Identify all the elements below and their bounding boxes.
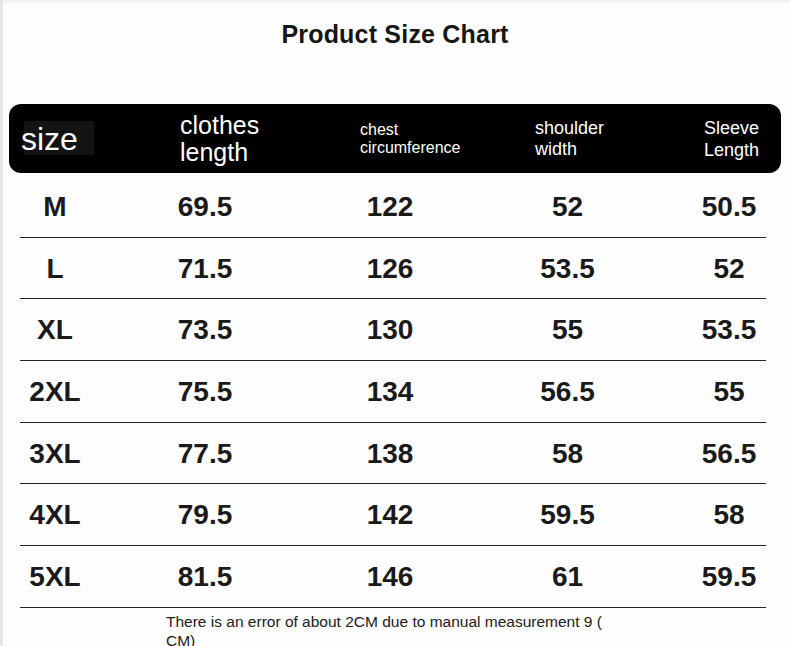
header-cell-clothes-length: clothes length — [180, 104, 259, 173]
chest-circumference-value: 130 — [300, 314, 480, 346]
header-line: length — [180, 139, 259, 166]
shoulder-width-value: 59.5 — [480, 499, 655, 531]
clothes-length-value: 69.5 — [110, 191, 300, 223]
size-label: L — [0, 253, 110, 285]
table-row: M 69.5 122 52 50.5 — [0, 176, 790, 238]
table-row: 3XL 77.5 138 58 56.5 — [0, 423, 790, 485]
clothes-length-value: 79.5 — [110, 499, 300, 531]
header-line: shoulder — [535, 118, 604, 139]
header-line: clothes — [180, 112, 259, 139]
clothes-length-value: 73.5 — [110, 314, 300, 346]
size-label: XL — [0, 314, 110, 346]
sleeve-length-value: 50.5 — [655, 191, 790, 223]
header-cell-chest-circumference: chest circumference — [360, 104, 460, 173]
measurement-note-line: CM) — [166, 631, 602, 646]
sleeve-length-value: 52 — [655, 253, 790, 285]
clothes-length-value: 81.5 — [110, 561, 300, 593]
header-line: size — [21, 121, 78, 157]
measurement-note: There is an error of about 2CM due to ma… — [166, 612, 602, 646]
page-title: Product Size Chart — [0, 20, 790, 49]
sleeve-length-value: 55 — [655, 376, 790, 408]
size-label: M — [0, 191, 110, 223]
table-row: L 71.5 126 53.5 52 — [0, 238, 790, 300]
table-row: 4XL 79.5 142 59.5 58 — [0, 484, 790, 546]
chest-circumference-value: 142 — [300, 499, 480, 531]
table-row: XL 73.5 130 55 53.5 — [0, 299, 790, 361]
header-line: Length — [704, 139, 759, 161]
top-edge-shade — [0, 0, 790, 3]
header-cell-sleeve-length: Sleeve Length — [704, 104, 759, 173]
header-line: chest — [360, 121, 460, 139]
table-row: 5XL 81.5 146 61 59.5 — [0, 546, 790, 608]
sleeve-length-value: 59.5 — [655, 561, 790, 593]
size-label: 2XL — [0, 376, 110, 408]
size-label: 5XL — [0, 561, 110, 593]
shoulder-width-value: 52 — [480, 191, 655, 223]
size-label: 4XL — [0, 499, 110, 531]
header-line: circumference — [360, 139, 460, 157]
header-cell-shoulder-width: shoulder width — [535, 104, 604, 173]
size-label: 3XL — [0, 438, 110, 470]
clothes-length-value: 77.5 — [110, 438, 300, 470]
shoulder-width-value: 61 — [480, 561, 655, 593]
chest-circumference-value: 122 — [300, 191, 480, 223]
chest-circumference-value: 126 — [300, 253, 480, 285]
header-line: Sleeve — [704, 117, 759, 139]
size-chart-page: Product Size Chart size clothes length c… — [0, 0, 790, 646]
shoulder-width-value: 53.5 — [480, 253, 655, 285]
header-line: width — [535, 139, 604, 160]
shoulder-width-value: 56.5 — [480, 376, 655, 408]
chest-circumference-value: 134 — [300, 376, 480, 408]
chest-circumference-value: 138 — [300, 438, 480, 470]
measurement-note-line: There is an error of about 2CM due to ma… — [166, 612, 602, 631]
table-header: size clothes length chest circumference … — [9, 104, 781, 173]
sleeve-length-value: 58 — [655, 499, 790, 531]
clothes-length-value: 71.5 — [110, 253, 300, 285]
table-row: 2XL 75.5 134 56.5 55 — [0, 361, 790, 423]
shoulder-width-value: 55 — [480, 314, 655, 346]
shoulder-width-value: 58 — [480, 438, 655, 470]
chest-circumference-value: 146 — [300, 561, 480, 593]
header-cell-size: size — [21, 104, 78, 173]
table-body: M 69.5 122 52 50.5 L 71.5 126 53.5 52 XL… — [0, 176, 790, 608]
clothes-length-value: 75.5 — [110, 376, 300, 408]
sleeve-length-value: 56.5 — [655, 438, 790, 470]
sleeve-length-value: 53.5 — [655, 314, 790, 346]
